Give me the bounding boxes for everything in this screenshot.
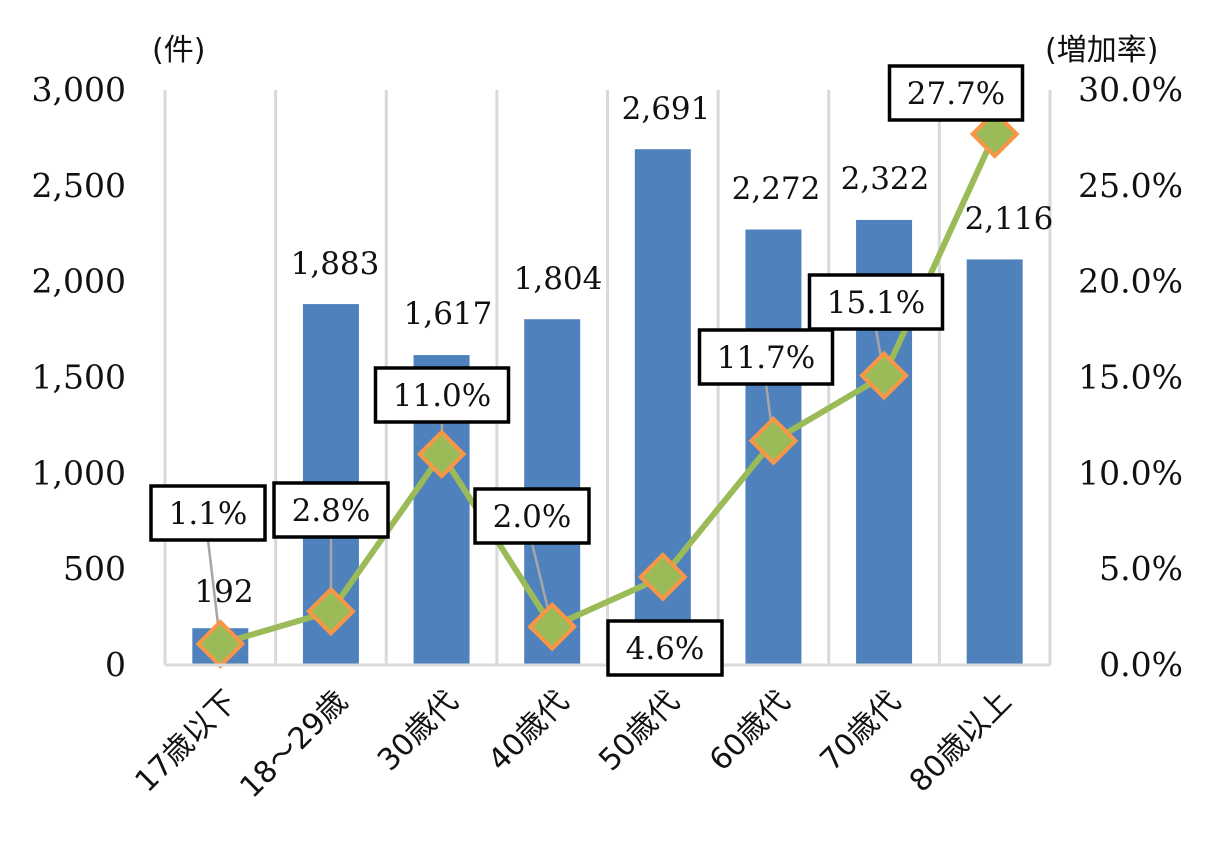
line-label-box [807, 273, 945, 331]
line-value-label: 4.6% [626, 631, 705, 667]
line-label-box [373, 366, 511, 424]
line-label-box [887, 64, 1025, 122]
bar-value-label: 2,322 [841, 161, 930, 197]
y-left-tick-label: 500 [63, 549, 126, 588]
bar-value-label: 2,691 [622, 91, 711, 127]
left-axis-unit: (件) [152, 33, 205, 68]
y-right-tick-label: 10.0% [1078, 453, 1183, 492]
y-right-tick-label: 15.0% [1078, 358, 1183, 397]
x-category-label: 18～29歳 [233, 684, 354, 805]
y-left-tick-label: 3,000 [32, 70, 126, 109]
bar [966, 259, 1023, 665]
bar-value-label: 2,272 [732, 171, 821, 207]
bar-value-label: 1,883 [291, 246, 380, 282]
y-right-tick-label: 20.0% [1078, 262, 1183, 301]
line-value-label: 15.1% [827, 285, 925, 321]
x-category-label: 70歳代 [814, 684, 908, 778]
x-category-label: 40歳代 [482, 684, 576, 778]
bar-value-label: 2,116 [965, 201, 1054, 237]
line-path [219, 132, 998, 647]
right-axis-unit: (増加率) [1045, 33, 1158, 68]
y-right-tick-label: 25.0% [1078, 166, 1183, 205]
line-label-box [272, 481, 390, 539]
y-right-tick-label: 30.0% [1078, 70, 1183, 109]
line-label-box [473, 487, 591, 545]
line-label-box [149, 484, 267, 542]
line-marker [306, 586, 356, 637]
data-labels: 192 1,883 1,617 1,804 2,691 2,272 2,322 2,116 1.… [149, 64, 1054, 677]
line-label-box [606, 619, 724, 677]
line-value-label: 2.8% [292, 493, 371, 529]
line-marker [416, 429, 467, 479]
y-right-tick-label: 5.0% [1099, 549, 1183, 588]
line-marker [637, 552, 688, 602]
y-left-tick-label: 2,500 [32, 166, 126, 205]
line-value-label: 27.7% [907, 76, 1005, 112]
x-category-label: 17歳以下 [129, 684, 244, 799]
y-left-tick-label: 1,500 [32, 358, 126, 397]
line-marker [859, 350, 909, 401]
line-value-label: 2.0% [493, 499, 572, 535]
line-value-label: 1.1% [169, 496, 248, 532]
x-category-label: 80歳以上 [903, 684, 1018, 799]
x-category-label: 30歳代 [371, 684, 465, 778]
line-series [195, 109, 1020, 669]
x-category-label: 60歳代 [703, 684, 797, 778]
bar-value-label: 1,804 [514, 261, 603, 297]
y-left-tick-label: 2,000 [32, 262, 126, 301]
bar-value-label: 192 [194, 574, 253, 610]
line-label-box [697, 328, 835, 386]
line-value-label: 11.0% [393, 378, 491, 414]
y-left-tick-label: 0 [105, 645, 126, 684]
line-marker [527, 601, 578, 652]
line-marker [969, 109, 1020, 159]
y-left-tick-label: 1,000 [32, 453, 126, 492]
line-value-label: 11.7% [717, 340, 815, 376]
bar-value-label: 1,617 [404, 296, 493, 332]
line-marker [748, 415, 799, 466]
x-category-label: 50歳代 [592, 684, 686, 778]
y-right-tick-label: 0.0% [1099, 645, 1183, 684]
